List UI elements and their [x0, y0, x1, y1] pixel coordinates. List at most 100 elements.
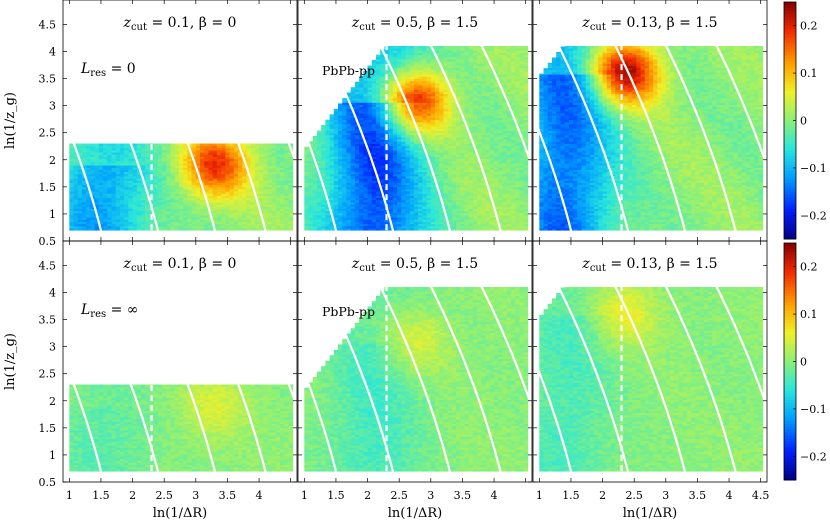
heatmap-cell	[115, 156, 121, 160]
heatmap-cell	[384, 69, 390, 73]
heatmap-cell	[371, 158, 377, 162]
heatmap-cell	[350, 204, 356, 207]
heatmap-cell	[233, 154, 239, 157]
heatmap-cell	[233, 152, 239, 155]
heatmap-cell	[69, 193, 74, 196]
heatmap-cell	[259, 195, 264, 199]
heatmap-cell	[464, 76, 470, 79]
heatmap-cell	[392, 93, 398, 97]
heatmap-cell	[359, 173, 364, 177]
heatmap-cell	[363, 178, 368, 181]
heatmap-cell	[284, 163, 289, 166]
heatmap-cell	[280, 221, 285, 225]
heatmap-cell	[132, 193, 138, 196]
heatmap-cell	[443, 100, 449, 103]
heatmap-cell	[435, 108, 440, 112]
heatmap-cell	[225, 210, 230, 214]
heatmap-cell	[430, 87, 436, 90]
heatmap-cell	[81, 178, 87, 181]
heatmap-cell	[263, 206, 268, 209]
heatmap-cell	[354, 98, 360, 101]
heatmap-cell	[271, 178, 277, 181]
heatmap-cell	[439, 46, 444, 49]
heatmap-cell	[216, 180, 222, 183]
heatmap-cell	[422, 100, 427, 103]
heatmap-cell	[354, 197, 360, 201]
heatmap-cell	[392, 48, 398, 51]
heatmap-cell	[304, 178, 309, 181]
heatmap-cell	[183, 160, 188, 164]
heatmap-cell	[350, 124, 356, 127]
heatmap-cell	[187, 160, 192, 164]
heatmap-cell	[183, 221, 188, 225]
heatmap-cell	[392, 215, 398, 218]
heatmap-cell	[413, 176, 419, 179]
heatmap-cell	[107, 215, 112, 218]
heatmap-cell	[464, 93, 470, 97]
heatmap-cell	[460, 63, 465, 66]
heatmap-cell	[312, 186, 318, 190]
heatmap-cell	[371, 210, 377, 214]
heatmap-cell	[221, 225, 226, 229]
heatmap-cell	[191, 186, 197, 190]
heatmap-cell	[439, 191, 444, 194]
heatmap-cell	[187, 217, 192, 220]
heatmap-cell	[304, 169, 309, 173]
heatmap-cell	[216, 163, 222, 166]
heatmap-cell	[288, 163, 294, 166]
heatmap-cell	[132, 195, 138, 199]
heatmap-cell	[451, 150, 457, 153]
heatmap-cell	[229, 171, 235, 175]
heatmap-cell	[333, 206, 339, 209]
heatmap-cell	[162, 147, 167, 151]
heatmap-cell	[333, 145, 339, 149]
heatmap-cell	[162, 225, 167, 229]
heatmap-cell	[367, 121, 373, 125]
heatmap-cell	[187, 193, 192, 196]
heatmap-cell	[413, 89, 419, 92]
heatmap-cell	[367, 184, 373, 188]
heatmap-cell	[380, 145, 385, 149]
heatmap-cell	[413, 113, 419, 116]
heatmap-cell	[124, 197, 129, 201]
heatmap-cell	[212, 219, 218, 222]
heatmap-cell	[90, 171, 96, 175]
heatmap-cell	[225, 178, 230, 181]
heatmap-cell	[208, 186, 214, 190]
heatmap-cell	[460, 167, 465, 170]
heatmap-cell	[183, 150, 188, 153]
heatmap-cell	[464, 189, 470, 192]
heatmap-cell	[81, 186, 87, 190]
heatmap-cell	[242, 193, 247, 196]
heatmap-cell	[464, 182, 470, 186]
heatmap-cell	[460, 93, 465, 97]
heatmap-cell	[388, 139, 394, 142]
heatmap-cell	[346, 206, 352, 209]
heatmap-cell	[325, 143, 331, 147]
heatmap-cell	[363, 206, 368, 209]
heatmap-cell	[157, 210, 163, 214]
heatmap-cell	[346, 193, 352, 196]
heatmap-cell	[359, 126, 364, 129]
heatmap-cell	[439, 215, 444, 218]
heatmap-cell	[145, 197, 150, 201]
heatmap-cell	[439, 171, 444, 175]
heatmap-cell	[136, 219, 142, 222]
heatmap-cell	[439, 206, 444, 209]
heatmap-cell	[77, 193, 83, 196]
heatmap-cell	[321, 223, 326, 227]
heatmap-cell	[124, 212, 129, 216]
heatmap-cell	[204, 158, 209, 162]
heatmap-cell	[443, 152, 449, 155]
heatmap-cell	[430, 93, 436, 97]
heatmap-cell	[346, 199, 352, 203]
heatmap-cell	[430, 219, 436, 222]
heatmap-cell	[350, 212, 356, 216]
heatmap-cell	[456, 61, 461, 64]
heatmap-cell	[229, 217, 235, 220]
heatmap-cell	[221, 184, 226, 188]
heatmap-cell	[430, 210, 436, 214]
heatmap-cell	[178, 202, 184, 205]
heatmap-cell	[284, 143, 289, 147]
heatmap-cell	[166, 165, 171, 168]
